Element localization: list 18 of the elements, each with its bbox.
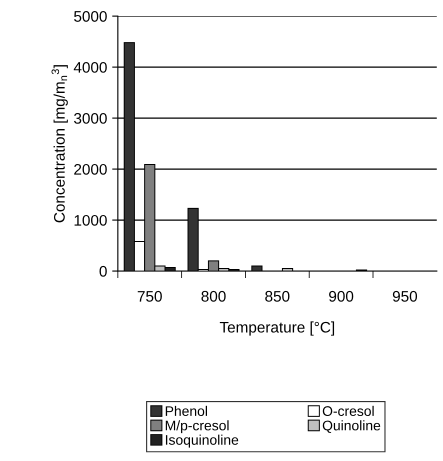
x-tick-label: 850 xyxy=(265,290,290,302)
x-tick-label: 950 xyxy=(392,290,418,302)
y-tick-label: 3000 xyxy=(74,112,107,124)
legend-label: Phenol xyxy=(166,406,207,416)
x-tick-label: 800 xyxy=(201,290,226,302)
legend-label: O-cresol xyxy=(322,406,374,416)
y-tick-label: 4000 xyxy=(74,62,107,73)
legend-label: Quinoline xyxy=(322,420,380,433)
x-tick-label: 900 xyxy=(329,290,354,302)
y-axis-title: Concentration [mg/m$_{n}$$^{3}$] xyxy=(52,65,68,222)
y-tick-label: 0 xyxy=(100,266,107,277)
y-tick-label: 1000 xyxy=(74,214,107,226)
y-tick-label: 2000 xyxy=(74,164,107,175)
legend-label: M/p-cresol xyxy=(166,420,229,434)
x-axis-title: Temperature [°C] xyxy=(220,321,334,336)
legend-label: Isoquinoline xyxy=(166,434,238,448)
y-tick-label: 5000 xyxy=(74,11,107,22)
x-tick-label: 750 xyxy=(138,290,162,302)
